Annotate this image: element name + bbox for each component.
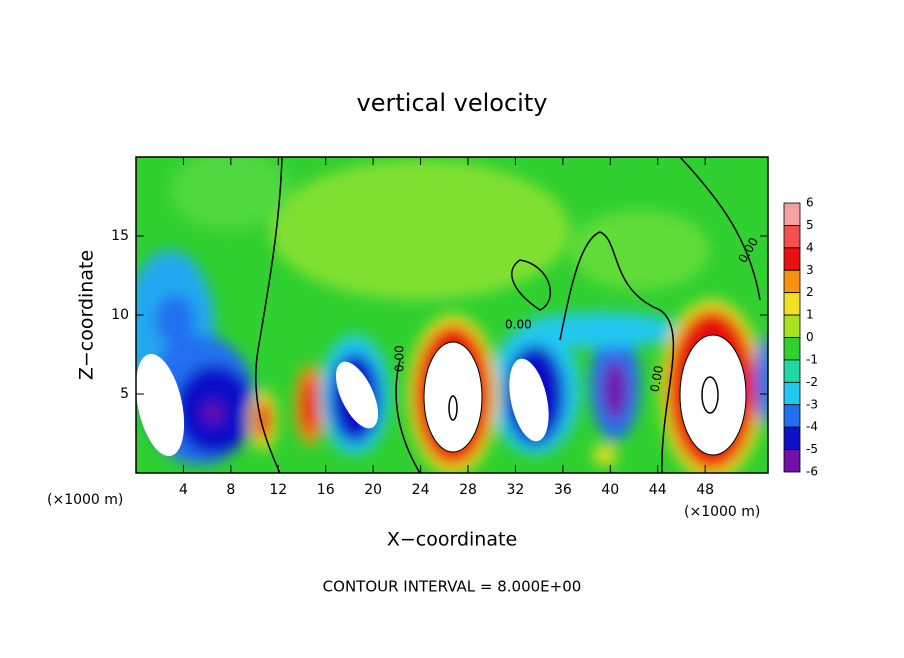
colorbar-label: -2 (806, 375, 818, 389)
colorbar-label: -5 (806, 442, 818, 456)
colorbar-box (783, 359, 801, 383)
colorbar-label: 2 (806, 285, 814, 299)
x-tick-label: 20 (364, 482, 382, 498)
colorbar-box (783, 292, 801, 316)
colorbar-label: -4 (806, 420, 818, 434)
colorbar-box (783, 269, 801, 294)
x-tick-label: 36 (554, 482, 572, 498)
colorbar-box (783, 247, 801, 271)
footer-note: CONTOUR INTERVAL = 8.000E+00 (323, 578, 582, 596)
y-axis-label: Z−coordinate (76, 250, 98, 380)
x-unit-label: (×1000 m) (47, 492, 123, 508)
colorbar-label: 5 (806, 218, 814, 232)
colorbar-label: -6 (806, 465, 818, 479)
colorbar-box (783, 337, 801, 361)
contour-label: 0.00 (505, 318, 532, 332)
x-tick-label: 28 (459, 482, 477, 498)
x-axis-label: X−coordinate (387, 529, 517, 551)
colorbar-box (783, 202, 801, 226)
colorbar-box (783, 381, 801, 406)
x-tick-label: 24 (412, 482, 430, 498)
x-tick-label: 32 (507, 482, 525, 498)
colorbar-label: 1 (806, 308, 814, 322)
x-unit-label: (×1000 m) (684, 504, 760, 520)
x-tick-label: 44 (649, 482, 667, 498)
colorbar-label: 0 (806, 330, 814, 344)
x-tick-label: 8 (226, 482, 235, 498)
x-tick-label: 48 (696, 482, 714, 498)
y-tick-label: 15 (111, 228, 129, 244)
colorbar-label: 6 (806, 196, 814, 210)
colorbar-label: 4 (806, 240, 814, 254)
colorbar-box (783, 225, 801, 249)
field (136, 157, 768, 473)
colorbar-box (783, 449, 801, 473)
colorbar-label: 3 (806, 263, 814, 277)
y-tick-label: 10 (111, 307, 129, 323)
colorbar-box (783, 314, 801, 338)
x-tick-label: 12 (269, 482, 287, 498)
x-tick-label: 4 (179, 482, 188, 498)
contour-label: 0.00 (393, 345, 407, 372)
colorbar-label: -1 (806, 352, 818, 366)
x-tick-label: 16 (317, 482, 335, 498)
x-tick-label: 40 (601, 482, 619, 498)
y-tick-label: 5 (120, 386, 129, 402)
contour-label: 0.00 (648, 364, 666, 393)
colorbar-label: -3 (806, 397, 818, 411)
colorbar-box (783, 404, 801, 428)
colorbar-box (783, 426, 801, 450)
chart-title: vertical velocity (357, 89, 548, 117)
